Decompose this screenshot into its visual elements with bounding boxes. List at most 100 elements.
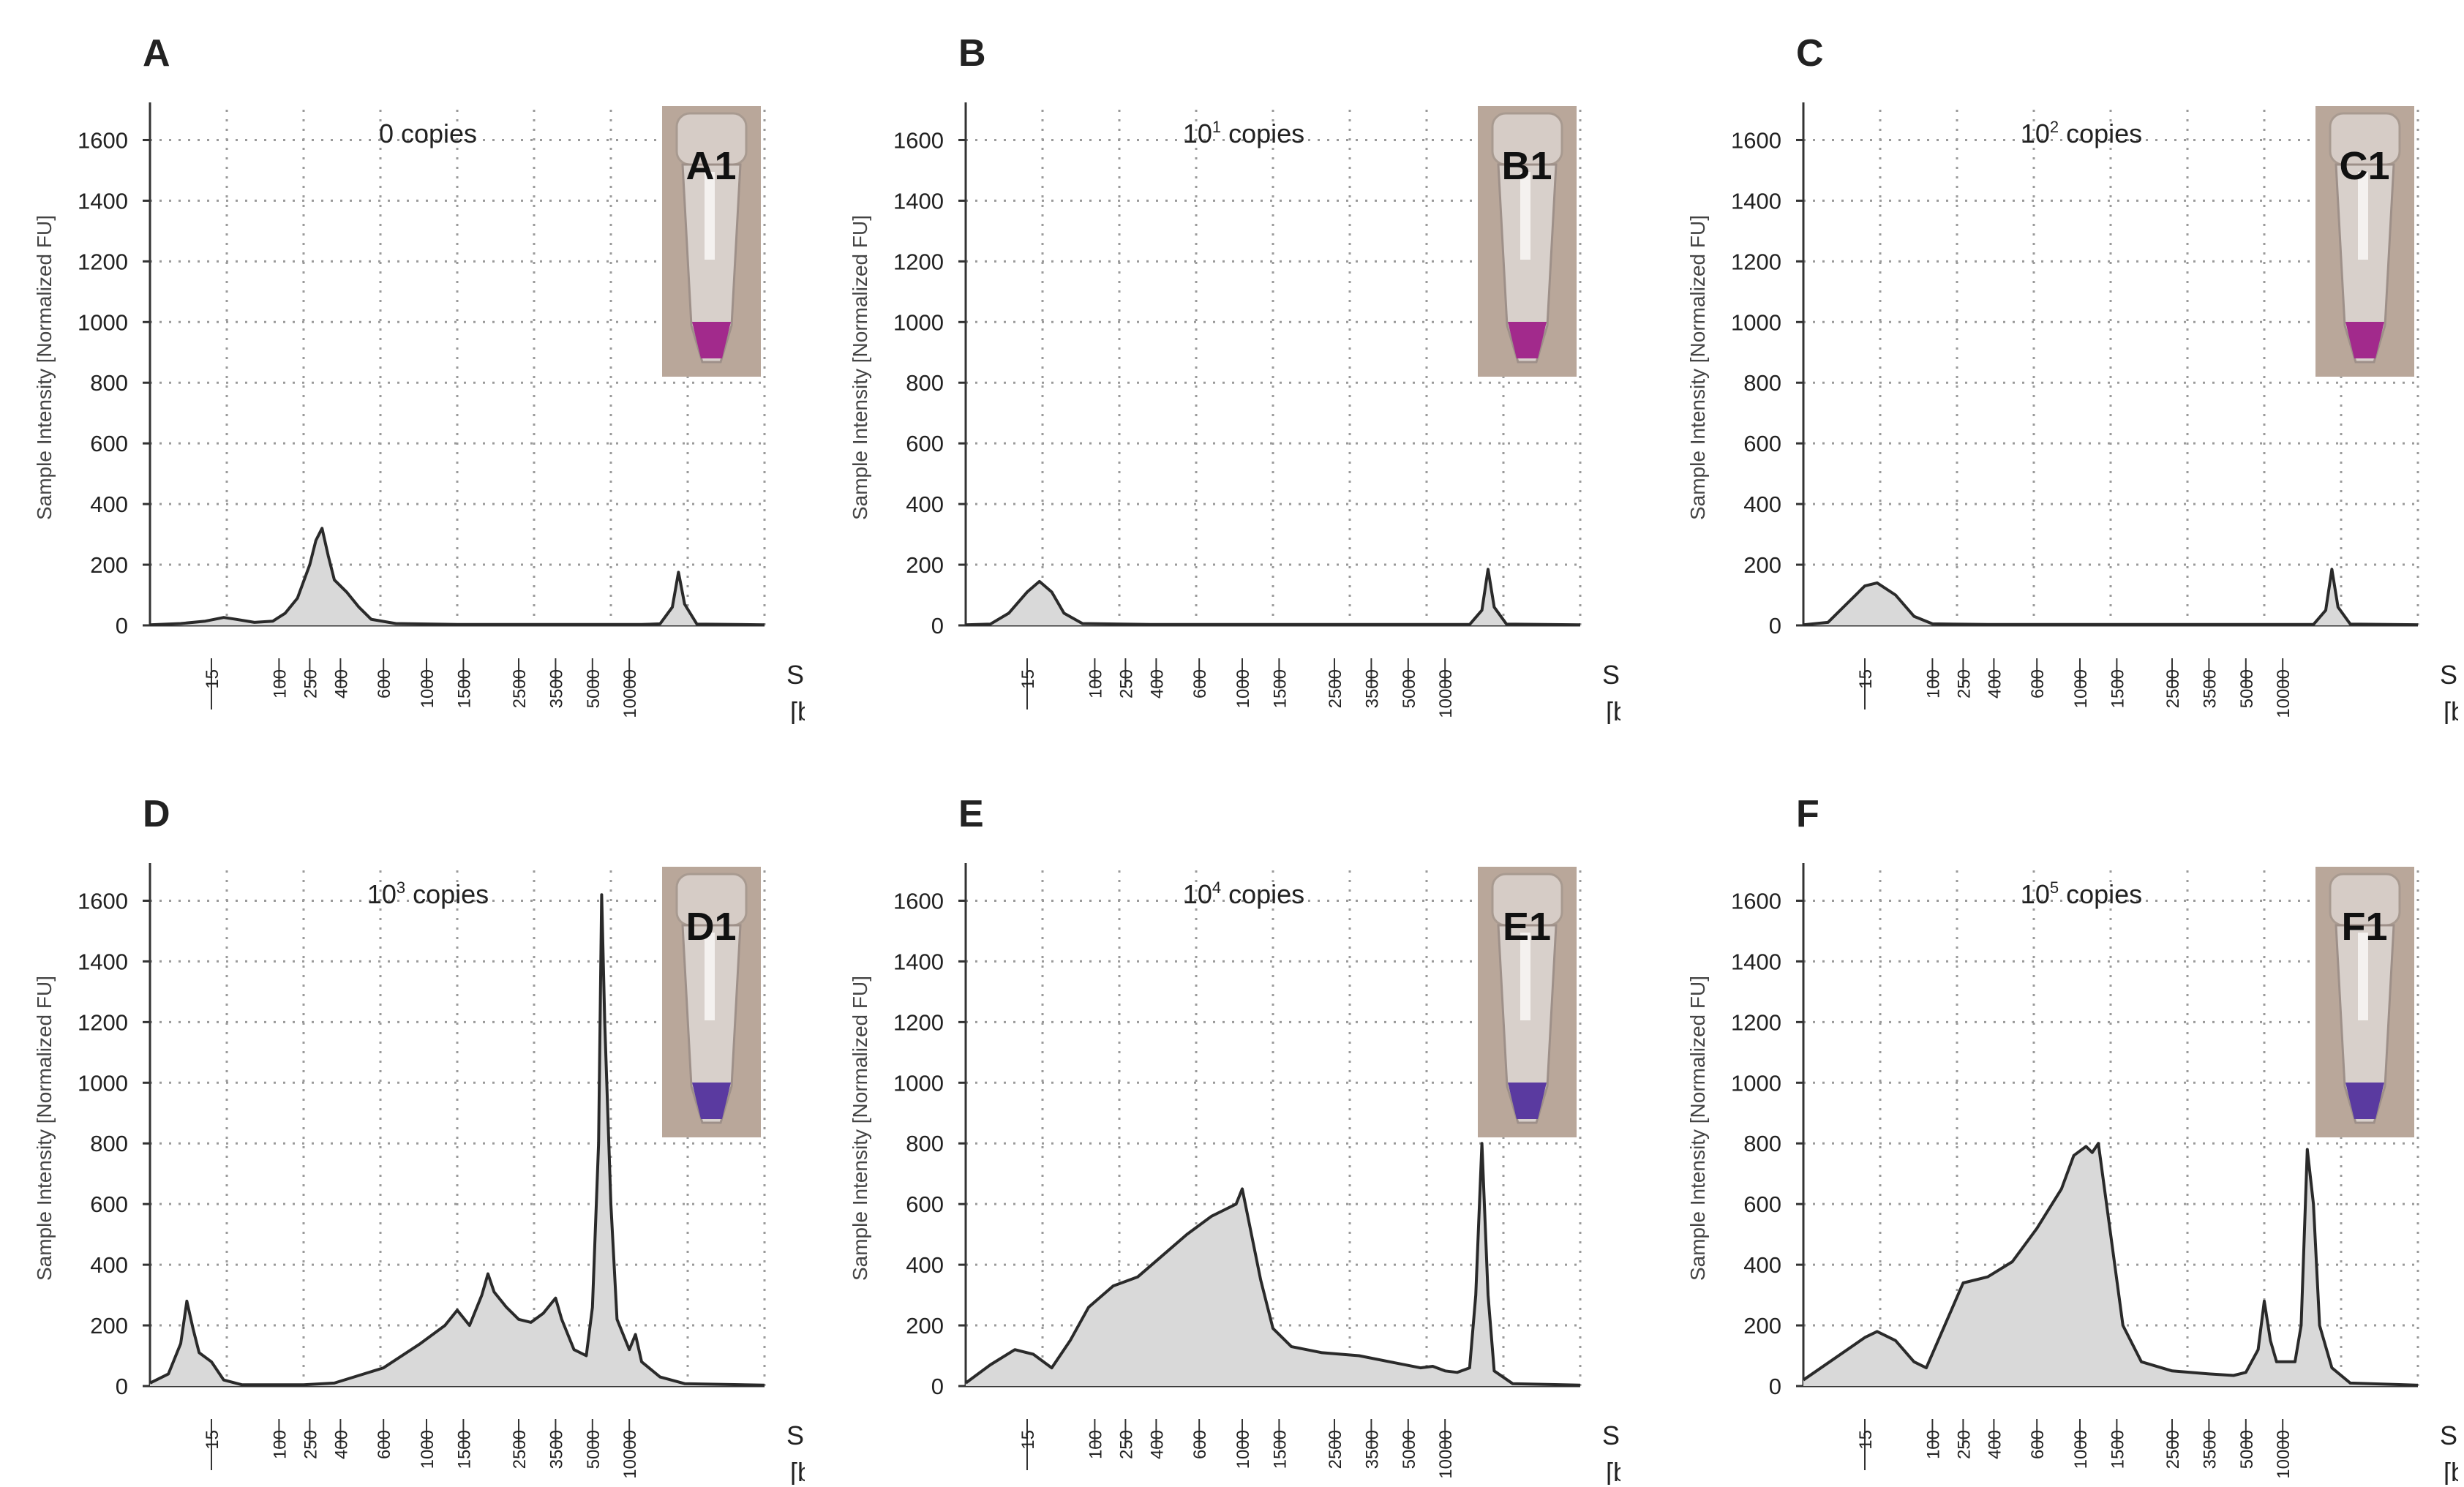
y-tick-label: 1000 [78,1070,128,1096]
size-tick-label: 1000 [2071,1430,2091,1469]
size-tick-label: 5000 [2237,1430,2257,1469]
y-tick-label: 1400 [78,949,128,974]
y-tick-label: 1400 [78,188,128,214]
panel-title: 103 copies [367,878,489,909]
size-tick-label: 15 [203,1430,222,1450]
size-label: Size [1602,660,1620,690]
size-tick-label: 600 [2028,1430,2048,1459]
y-tick-label: 1200 [1731,1009,1781,1035]
y-tick-label: 1000 [1731,1070,1781,1096]
size-tick-label: 1000 [1233,669,1253,708]
size-tick-label: 600 [2028,669,2048,699]
trace-line [149,527,765,627]
y-tick-label: 800 [1743,370,1781,396]
size-tick-label: 2500 [510,1430,530,1469]
panel-c: C 0 200 400 600 800 1000 1200 1400 1600 Sample Int… [1686,32,2458,724]
y-tick-label: 400 [906,1252,944,1278]
panel-letter: F [1796,793,1819,835]
size-tick-label: 1000 [418,669,437,708]
y-tick-label: 800 [906,370,944,396]
size-unit: [bp] [790,1457,805,1485]
size-unit: [bp] [2444,696,2458,724]
size-label: Size [1602,1420,1620,1450]
tube-label: C1 [2339,144,2389,188]
size-label: Size [786,1420,805,1450]
y-tick-label: 0 [116,613,128,639]
tube-label: D1 [686,905,736,949]
y-tick-label: 600 [90,1192,128,1217]
y-tick-label: 1400 [1731,949,1781,974]
tube-photo [2315,106,2414,377]
panel-title: 104 copies [1183,878,1304,909]
y-tick-label: 1200 [893,1009,944,1035]
panel-e: E 0 200 400 600 800 1000 1200 1400 1600 Sample Int… [849,793,1620,1485]
y-tick-label: 0 [1769,1374,1781,1399]
trace-line [1803,568,2419,627]
size-tick-label: 10000 [2274,669,2294,718]
size-tick-label: 1500 [454,1430,474,1469]
panel-title: 0 copies [379,118,477,148]
size-tick-label: 3500 [2200,1430,2220,1469]
size-tick-label: 400 [331,1430,351,1459]
size-unit: [bp] [790,696,805,724]
panel-title: 102 copies [2021,118,2142,148]
size-tick-label: 400 [1147,669,1167,699]
panel-b: B 0 200 400 600 800 1000 1200 1400 1600 Sample Int… [849,32,1620,724]
trace-area [150,528,765,625]
size-tick-label: 3500 [2200,669,2220,708]
tube-photo [662,867,761,1137]
size-tick-label: 2500 [1326,669,1345,708]
size-tick-label: 3500 [546,1430,566,1469]
size-label: Size [786,660,805,690]
size-tick-label: 2500 [510,669,530,708]
trace-area [150,895,765,1386]
size-tick-label: 100 [1086,1430,1105,1459]
size-tick-label: 100 [1086,669,1105,699]
panel-title: 105 copies [2021,878,2142,909]
y-tick-label: 1200 [893,249,944,274]
size-tick-label: 1500 [1270,669,1290,708]
size-tick-label: 250 [1954,1430,1974,1459]
trace-area [1803,1143,2418,1386]
y-tick-label: 800 [90,370,128,396]
size-tick-label: 10000 [1436,1430,1456,1479]
y-tick-label: 200 [906,1313,944,1339]
tube-photo [1478,106,1577,377]
size-tick-label: 250 [301,1430,320,1459]
size-label: Size [2440,1420,2458,1450]
y-tick-label: 1600 [1731,127,1781,153]
size-tick-label: 100 [270,1430,290,1459]
y-tick-label: 1600 [78,127,128,153]
y-tick-label: 1200 [1731,249,1781,274]
panel-title: 101 copies [1183,118,1304,148]
trace-area [966,569,1580,625]
size-tick-label: 1500 [454,669,474,708]
size-tick-label: 2500 [1326,1430,1345,1469]
panel-f: F 0 200 400 600 800 1000 1200 1400 1600 Sample Int… [1686,793,2458,1485]
size-tick-label: 15 [1856,669,1876,689]
size-tick-label: 15 [1856,1430,1876,1450]
y-tick-label: 0 [931,613,944,639]
size-tick-label: 10000 [620,669,640,718]
size-tick-label: 1500 [2108,1430,2127,1469]
size-tick-label: 3500 [546,669,566,708]
y-tick-label: 400 [90,492,128,517]
y-axis-label: Sample Intensity [Normalized FU] [33,976,56,1281]
size-tick-label: 100 [1923,1430,1943,1459]
panel-a: A 0 200 400 600 800 1000 1200 1400 1600 Sample Int… [33,32,805,724]
panel-letter: C [1796,32,1824,75]
size-tick-label: 15 [203,669,222,689]
size-tick-label: 5000 [584,1430,604,1469]
trace-line [149,893,765,1387]
y-tick-label: 1600 [78,888,128,914]
y-tick-label: 600 [1743,1192,1781,1217]
size-tick-label: 3500 [1362,1430,1382,1469]
y-tick-label: 600 [90,431,128,456]
size-tick-label: 400 [331,669,351,699]
y-tick-label: 200 [1743,1313,1781,1339]
y-tick-label: 200 [90,1313,128,1339]
y-tick-label: 1000 [1731,309,1781,335]
y-tick-label: 400 [1743,1252,1781,1278]
trace-line [1802,1142,2419,1387]
y-tick-label: 1400 [893,949,944,974]
